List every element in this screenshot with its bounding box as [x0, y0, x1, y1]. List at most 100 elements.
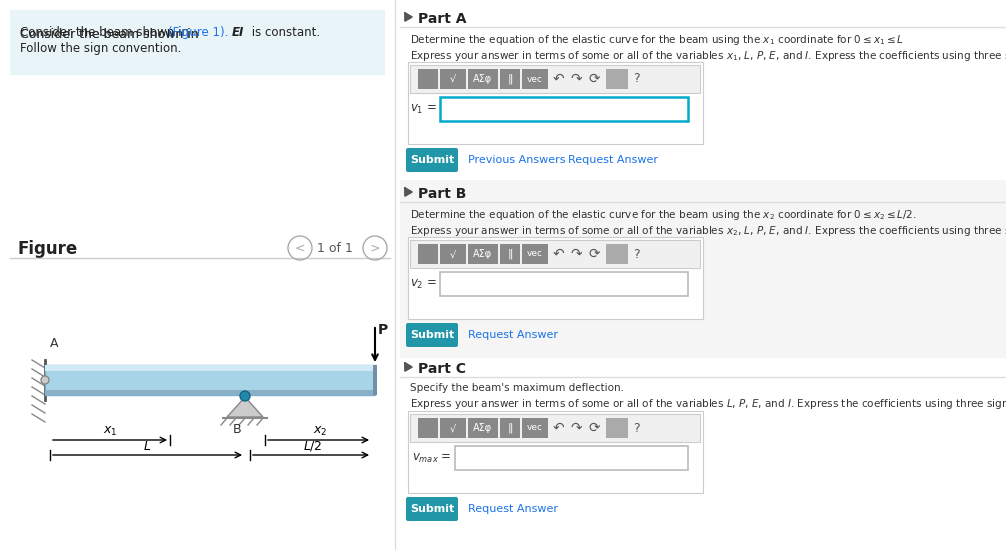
Text: $v_1$ =: $v_1$ =	[410, 102, 437, 116]
Bar	[500, 244, 520, 264]
FancyBboxPatch shape	[406, 323, 458, 347]
Text: Submit: Submit	[409, 504, 454, 514]
Bar	[45, 365, 375, 371]
Text: ‖: ‖	[507, 249, 513, 259]
Text: Determine the equation of the elastic curve for the beam using the $x_1$ coordin: Determine the equation of the elastic cu…	[410, 33, 904, 47]
Text: <: <	[295, 241, 305, 255]
Polygon shape	[227, 397, 263, 417]
Text: $v_2$ =: $v_2$ =	[410, 277, 437, 290]
Text: Express your answer in terms of some or all of the variables $x_1$, $L$, $P$, $E: Express your answer in terms of some or …	[410, 49, 1006, 63]
Text: Express your answer in terms of some or all of the variables $L$, $P$, $E$, and : Express your answer in terms of some or …	[410, 397, 1006, 411]
Text: 1 of 1: 1 of 1	[317, 241, 353, 255]
Text: EI: EI	[232, 26, 244, 39]
Polygon shape	[405, 363, 412, 371]
Text: (Figure 1).: (Figure 1).	[168, 26, 228, 39]
Text: Request Answer: Request Answer	[468, 504, 558, 514]
Text: Follow the sign convention.: Follow the sign convention.	[20, 42, 181, 55]
Bar	[440, 244, 466, 264]
Bar	[45, 390, 375, 395]
Text: AΣφ: AΣφ	[474, 74, 493, 84]
Text: ⟳: ⟳	[589, 247, 600, 261]
Bar	[440, 418, 466, 438]
Bar	[418, 69, 438, 89]
Bar	[408, 411, 703, 493]
Text: $L$: $L$	[144, 440, 152, 453]
Bar	[410, 65, 700, 93]
Text: Part C: Part C	[418, 362, 466, 376]
Bar	[468, 69, 498, 89]
Bar	[606, 69, 628, 89]
Text: ↷: ↷	[570, 421, 581, 435]
Polygon shape	[405, 13, 412, 21]
Bar	[400, 180, 1006, 358]
Bar	[440, 97, 688, 121]
Text: √: √	[450, 423, 456, 433]
Text: $x_1$: $x_1$	[103, 425, 118, 438]
Bar	[10, 10, 385, 75]
Text: ↶: ↶	[552, 421, 563, 435]
Text: ‖: ‖	[507, 423, 513, 433]
Bar	[373, 365, 377, 395]
Text: ↶: ↶	[552, 247, 563, 261]
Bar	[522, 69, 548, 89]
Bar	[468, 244, 498, 264]
Text: Consider the beam shown in: Consider the beam shown in	[20, 28, 202, 41]
Bar	[440, 69, 466, 89]
Text: vec: vec	[527, 424, 543, 432]
Bar	[410, 414, 700, 442]
Bar	[522, 418, 548, 438]
Bar	[500, 69, 520, 89]
Text: Consider the beam shown in: Consider the beam shown in	[20, 28, 202, 41]
Bar	[408, 237, 703, 319]
Bar	[410, 240, 700, 268]
Text: $L/2$: $L/2$	[303, 439, 322, 453]
Text: >: >	[370, 241, 380, 255]
Bar	[522, 244, 548, 264]
Text: is constant.: is constant.	[248, 26, 320, 39]
Text: √: √	[450, 74, 456, 84]
Bar	[606, 244, 628, 264]
Text: A: A	[50, 337, 58, 350]
Text: AΣφ: AΣφ	[474, 423, 493, 433]
Bar	[440, 272, 688, 296]
Bar	[45, 365, 375, 395]
Bar	[468, 418, 498, 438]
Text: ?: ?	[633, 248, 639, 261]
Text: vec: vec	[527, 74, 543, 84]
Bar	[418, 418, 438, 438]
Text: ?: ?	[633, 73, 639, 85]
Text: $x_2$: $x_2$	[313, 425, 327, 438]
Circle shape	[240, 391, 250, 401]
Text: Previous Answers: Previous Answers	[468, 155, 565, 165]
Text: Submit: Submit	[409, 155, 454, 165]
Text: ↷: ↷	[570, 247, 581, 261]
Text: ‖: ‖	[507, 74, 513, 84]
Text: ⟳: ⟳	[589, 72, 600, 86]
Text: vec: vec	[527, 250, 543, 258]
Bar	[500, 418, 520, 438]
Bar	[418, 244, 438, 264]
Text: Request Answer: Request Answer	[568, 155, 658, 165]
Bar	[455, 446, 688, 470]
Bar	[606, 418, 628, 438]
Text: Determine the equation of the elastic curve for the beam using the $x_2$ coordin: Determine the equation of the elastic cu…	[410, 208, 916, 222]
Text: ?: ?	[633, 421, 639, 434]
Text: Submit: Submit	[409, 330, 454, 340]
Bar	[408, 62, 703, 144]
Text: P: P	[378, 323, 388, 337]
Text: Express your answer in terms of some or all of the variables $x_2$, $L$, $P$, $E: Express your answer in terms of some or …	[410, 224, 1006, 238]
Text: Consider the beam shown in: Consider the beam shown in	[20, 26, 192, 39]
Text: Request Answer: Request Answer	[468, 330, 558, 340]
Text: Part A: Part A	[418, 12, 467, 26]
Text: AΣφ: AΣφ	[474, 249, 493, 259]
Text: ↷: ↷	[570, 72, 581, 86]
Text: Specify the beam's maximum deflection.: Specify the beam's maximum deflection.	[410, 383, 624, 393]
Text: ⟳: ⟳	[589, 421, 600, 435]
FancyBboxPatch shape	[406, 497, 458, 521]
Circle shape	[41, 376, 49, 384]
Text: √: √	[450, 249, 456, 259]
Text: Part B: Part B	[418, 187, 467, 201]
FancyBboxPatch shape	[406, 148, 458, 172]
Text: Figure: Figure	[18, 240, 78, 258]
Text: B: B	[233, 423, 241, 436]
